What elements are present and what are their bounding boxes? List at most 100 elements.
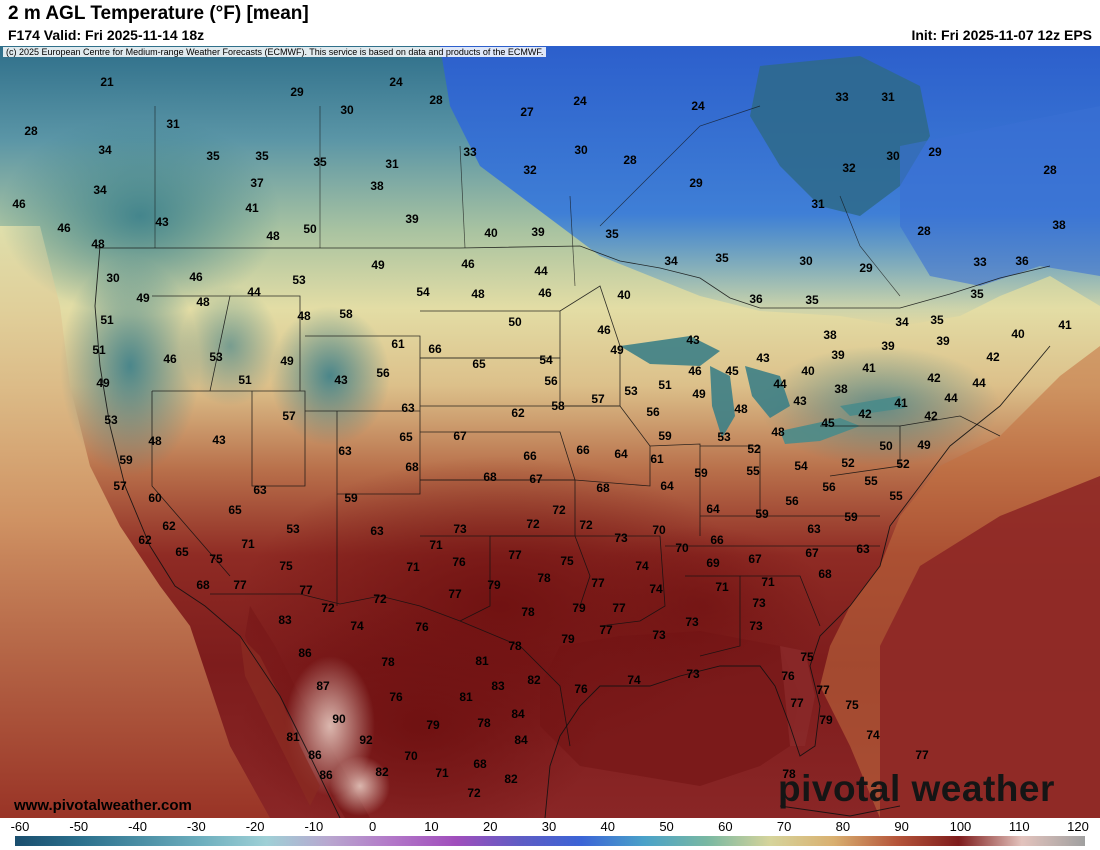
temperature-label: 62 bbox=[162, 519, 176, 533]
temperature-label: 77 bbox=[508, 548, 522, 562]
temperature-label: 51 bbox=[92, 343, 106, 357]
temperature-label: 79 bbox=[819, 713, 833, 727]
temperature-label: 39 bbox=[881, 339, 895, 353]
temperature-label: 29 bbox=[290, 85, 304, 99]
temperature-label: 52 bbox=[747, 442, 761, 456]
color-scale-tick: 50 bbox=[659, 819, 674, 834]
temperature-label: 38 bbox=[834, 382, 848, 396]
temperature-label: 74 bbox=[866, 728, 880, 742]
temperature-label: 44 bbox=[972, 376, 986, 390]
temperature-label: 63 bbox=[401, 401, 415, 415]
temperature-label: 78 bbox=[477, 716, 491, 730]
temperature-label: 56 bbox=[376, 366, 390, 380]
temperature-labels: 21 29 24 28 30 27 24 24 33 31 28 31 34 35 35 35 31 33 30 28… bbox=[12, 75, 1072, 800]
temperature-label: 48 bbox=[148, 434, 162, 448]
temperature-label: 75 bbox=[279, 559, 293, 573]
temperature-label: 65 bbox=[472, 357, 486, 371]
temperature-label: 31 bbox=[881, 90, 895, 104]
temperature-label: 48 bbox=[771, 425, 785, 439]
temperature-label: 39 bbox=[405, 212, 419, 226]
temperature-label: 40 bbox=[617, 288, 631, 302]
temperature-label: 71 bbox=[715, 580, 729, 594]
temperature-label: 57 bbox=[591, 392, 605, 406]
temperature-label: 40 bbox=[484, 226, 498, 240]
temperature-label: 64 bbox=[660, 479, 674, 493]
temperature-label: 78 bbox=[537, 571, 551, 585]
temperature-label: 46 bbox=[12, 197, 26, 211]
temperature-label: 56 bbox=[785, 494, 799, 508]
temperature-label: 58 bbox=[339, 307, 353, 321]
temperature-label: 68 bbox=[405, 460, 419, 474]
temperature-label: 68 bbox=[818, 567, 832, 581]
temperature-label: 33 bbox=[835, 90, 849, 104]
temperature-label: 37 bbox=[250, 176, 264, 190]
temperature-label: 51 bbox=[100, 313, 114, 327]
temperature-label: 53 bbox=[286, 522, 300, 536]
temperature-label: 76 bbox=[415, 620, 429, 634]
color-scale-tick: 20 bbox=[482, 819, 498, 834]
color-scale-tick: 30 bbox=[541, 819, 557, 834]
color-scale-tick: 90 bbox=[894, 819, 909, 834]
temperature-label: 42 bbox=[927, 371, 941, 385]
temperature-label: 35 bbox=[206, 149, 220, 163]
temperature-label: 34 bbox=[98, 143, 112, 157]
temperature-label: 52 bbox=[896, 457, 910, 471]
color-scale-tick: -50 bbox=[69, 819, 89, 834]
temperature-label: 45 bbox=[821, 416, 835, 430]
temperature-label: 55 bbox=[889, 489, 903, 503]
temperature-label: 51 bbox=[238, 373, 252, 387]
temperature-label: 41 bbox=[245, 201, 259, 215]
temperature-label: 46 bbox=[597, 323, 611, 337]
temperature-label: 71 bbox=[435, 766, 449, 780]
temperature-label: 53 bbox=[292, 273, 306, 287]
ecmwf-credit: (c) 2025 European Centre for Medium-rang… bbox=[3, 47, 547, 57]
color-scale-tick: 110 bbox=[1008, 819, 1030, 834]
temperature-label: 72 bbox=[579, 518, 593, 532]
temperature-label: 63 bbox=[338, 444, 352, 458]
temperature-label: 86 bbox=[308, 748, 322, 762]
temperature-label: 57 bbox=[113, 479, 127, 493]
temperature-label: 54 bbox=[539, 353, 553, 367]
temperature-label: 46 bbox=[57, 221, 71, 235]
forecast-valid-time: F174 Valid: Fri 2025-11-14 18z bbox=[8, 27, 205, 43]
temperature-label: 60 bbox=[148, 491, 162, 505]
temperature-label: 35 bbox=[805, 293, 819, 307]
temperature-label: 76 bbox=[781, 669, 795, 683]
temperature-label: 27 bbox=[520, 105, 534, 119]
temperature-label: 67 bbox=[529, 472, 543, 486]
temperature-label: 68 bbox=[483, 470, 497, 484]
temperature-label: 70 bbox=[675, 541, 689, 555]
model-init-time: Init: Fri 2025-11-07 12z EPS bbox=[911, 27, 1092, 43]
temperature-label: 92 bbox=[359, 733, 373, 747]
temperature-label: 73 bbox=[652, 628, 666, 642]
temperature-label: 42 bbox=[924, 409, 938, 423]
temperature-label: 72 bbox=[373, 592, 387, 606]
temperature-label: 34 bbox=[664, 254, 678, 268]
temperature-label: 68 bbox=[196, 578, 210, 592]
temperature-label: 72 bbox=[467, 786, 481, 800]
temperature-label: 68 bbox=[596, 481, 610, 495]
temperature-label: 49 bbox=[136, 291, 150, 305]
temperature-label: 73 bbox=[686, 667, 700, 681]
temperature-label: 77 bbox=[448, 587, 462, 601]
temperature-label: 65 bbox=[228, 503, 242, 517]
temperature-label: 44 bbox=[247, 285, 261, 299]
temperature-label: 55 bbox=[746, 464, 760, 478]
temperature-label: 31 bbox=[811, 197, 825, 211]
temperature-label: 46 bbox=[461, 257, 475, 271]
temperature-label: 32 bbox=[523, 163, 537, 177]
temperature-label: 76 bbox=[574, 682, 588, 696]
temperature-label: 35 bbox=[255, 149, 269, 163]
temperature-label: 78 bbox=[521, 605, 535, 619]
temperature-label: 48 bbox=[734, 402, 748, 416]
website-label[interactable]: www.pivotalweather.com bbox=[14, 797, 192, 814]
temperature-label: 53 bbox=[624, 384, 638, 398]
temperature-label: 46 bbox=[163, 352, 177, 366]
temperature-label: 28 bbox=[623, 153, 637, 167]
temperature-label: 41 bbox=[1058, 318, 1072, 332]
temperature-label: 67 bbox=[453, 429, 467, 443]
temperature-label: 33 bbox=[973, 255, 987, 269]
temperature-label: 49 bbox=[610, 343, 624, 357]
temperature-label: 49 bbox=[96, 376, 110, 390]
temperature-label: 44 bbox=[944, 391, 958, 405]
